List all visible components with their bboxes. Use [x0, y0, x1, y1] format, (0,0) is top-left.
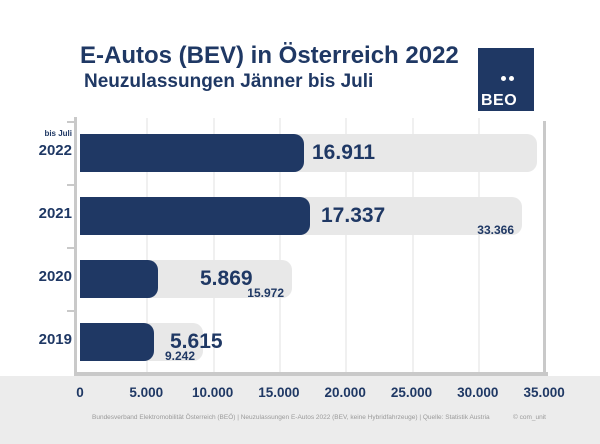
grid-line — [278, 118, 281, 372]
x-tick-label: 10.000 — [191, 385, 234, 400]
partial-bar — [80, 197, 310, 235]
grid-line — [146, 118, 149, 372]
y-axis-tick — [67, 184, 75, 186]
partial-bar — [80, 260, 158, 298]
x-tick-label: 0 — [76, 385, 84, 400]
chart-subtitle: Neuzulassungen Jänner bis Juli — [84, 71, 374, 92]
value-label: 17.337 — [321, 204, 386, 227]
partial-bar — [80, 134, 304, 172]
value-label: 16.911 — [312, 141, 376, 164]
x-tick-label: 20.000 — [324, 385, 366, 400]
footer-strip — [0, 376, 600, 444]
y-axis-line — [74, 117, 77, 376]
beo-logo: BEO — [478, 48, 534, 111]
x-tick-label: 25.000 — [390, 385, 433, 400]
year-label: 2022 — [38, 142, 72, 159]
year-label: 2019 — [38, 331, 72, 348]
x-tick-label: 15.000 — [258, 385, 300, 400]
logo-umlaut-dot — [509, 76, 514, 81]
grid-line — [477, 118, 480, 372]
total-label: 9.242 — [164, 349, 195, 363]
value-label: 5.615 — [170, 330, 223, 353]
grid-line — [411, 118, 414, 372]
y-axis-tick — [67, 247, 75, 249]
total-label: 33.366 — [477, 223, 514, 237]
source-text: Bundesverband Elektromobilität Österreic… — [92, 414, 490, 421]
grid-line — [345, 118, 348, 372]
logo-umlaut-dot — [501, 76, 506, 81]
partial-bar — [80, 323, 154, 361]
year-note: bis Juli — [44, 129, 72, 138]
plot-right-border — [543, 121, 546, 374]
x-tick-label: 35.000 — [523, 385, 565, 400]
x-tick-label: 30.000 — [457, 385, 499, 400]
y-axis-tick — [67, 310, 75, 312]
copyright-text: © com_unit — [513, 414, 546, 421]
y-axis-tick — [67, 121, 75, 123]
x-tick-label: 5.000 — [129, 385, 164, 400]
logo-text: BEO — [481, 92, 518, 109]
year-label: 2021 — [38, 205, 72, 222]
chart-title: E-Autos (BEV) in Österreich 2022 — [80, 42, 459, 69]
total-label: 15.972 — [247, 286, 284, 300]
x-axis-line — [74, 372, 548, 376]
value-label: 5.869 — [200, 267, 253, 290]
grid-line — [212, 118, 215, 372]
year-label: 2020 — [38, 268, 72, 285]
